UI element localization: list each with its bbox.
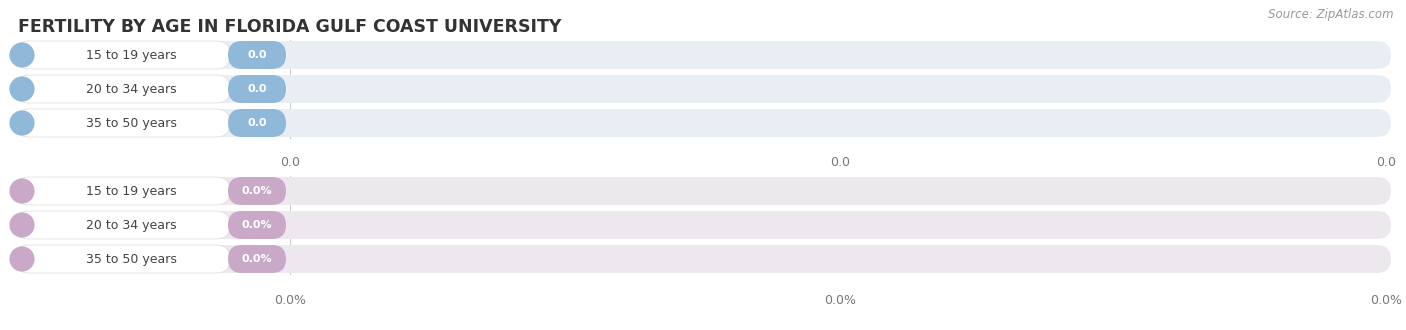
FancyBboxPatch shape xyxy=(15,177,1391,205)
Text: Source: ZipAtlas.com: Source: ZipAtlas.com xyxy=(1268,8,1393,21)
FancyBboxPatch shape xyxy=(15,211,231,239)
Text: 20 to 34 years: 20 to 34 years xyxy=(87,82,177,95)
Text: 35 to 50 years: 35 to 50 years xyxy=(86,252,177,266)
Text: 0.0: 0.0 xyxy=(1376,156,1396,170)
Text: 0.0%: 0.0% xyxy=(242,186,273,196)
FancyBboxPatch shape xyxy=(15,211,1391,239)
FancyBboxPatch shape xyxy=(15,245,1391,273)
Text: 0.0%: 0.0% xyxy=(274,293,307,307)
FancyBboxPatch shape xyxy=(228,177,285,205)
Text: 15 to 19 years: 15 to 19 years xyxy=(87,184,177,197)
Text: 0.0%: 0.0% xyxy=(242,254,273,264)
Text: 0.0: 0.0 xyxy=(280,156,299,170)
Circle shape xyxy=(10,111,34,135)
Text: FERTILITY BY AGE IN FLORIDA GULF COAST UNIVERSITY: FERTILITY BY AGE IN FLORIDA GULF COAST U… xyxy=(18,18,561,36)
Text: 0.0: 0.0 xyxy=(247,84,267,94)
Circle shape xyxy=(10,179,34,203)
FancyBboxPatch shape xyxy=(228,245,285,273)
Text: 0.0%: 0.0% xyxy=(824,293,856,307)
FancyBboxPatch shape xyxy=(15,41,231,69)
Circle shape xyxy=(10,43,34,67)
FancyBboxPatch shape xyxy=(15,41,1391,69)
Text: 0.0: 0.0 xyxy=(247,118,267,128)
Text: 20 to 34 years: 20 to 34 years xyxy=(87,218,177,232)
FancyBboxPatch shape xyxy=(15,75,231,103)
FancyBboxPatch shape xyxy=(228,109,285,137)
Text: 0.0%: 0.0% xyxy=(242,220,273,230)
FancyBboxPatch shape xyxy=(228,211,285,239)
FancyBboxPatch shape xyxy=(228,75,285,103)
Circle shape xyxy=(10,77,34,101)
FancyBboxPatch shape xyxy=(15,75,1391,103)
FancyBboxPatch shape xyxy=(15,109,1391,137)
Circle shape xyxy=(10,247,34,271)
Text: 0.0: 0.0 xyxy=(247,50,267,60)
Text: 15 to 19 years: 15 to 19 years xyxy=(87,49,177,61)
Circle shape xyxy=(10,213,34,237)
FancyBboxPatch shape xyxy=(15,177,231,205)
FancyBboxPatch shape xyxy=(228,41,285,69)
FancyBboxPatch shape xyxy=(15,245,231,273)
Text: 0.0: 0.0 xyxy=(831,156,851,170)
Text: 35 to 50 years: 35 to 50 years xyxy=(86,116,177,129)
Text: 0.0%: 0.0% xyxy=(1369,293,1402,307)
FancyBboxPatch shape xyxy=(15,109,231,137)
